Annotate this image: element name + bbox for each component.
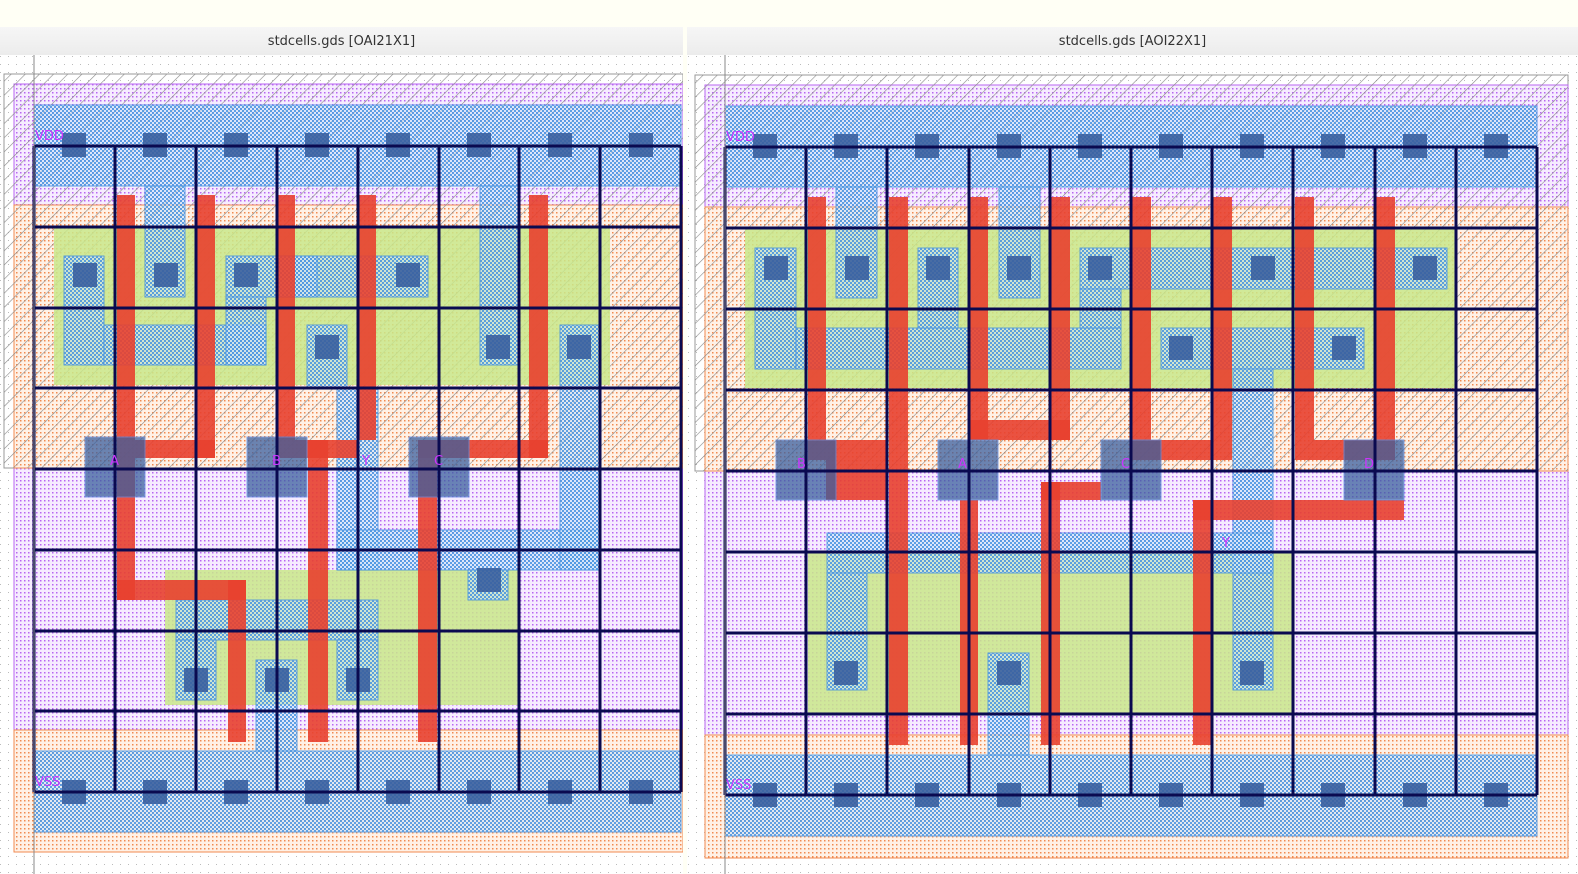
label-vss: VSS xyxy=(35,775,60,790)
top-toolbar-area xyxy=(0,0,1578,27)
pin-label-b: B xyxy=(797,457,806,472)
metal1-shape xyxy=(1160,327,1365,370)
metal1-shape xyxy=(917,247,959,329)
layout-canvas-right[interactable]: VDD VSS B A C D Y xyxy=(687,55,1578,874)
poly-shape xyxy=(970,197,988,440)
metal1-shape xyxy=(1232,368,1274,691)
contact xyxy=(1251,256,1275,280)
contact xyxy=(1413,256,1437,280)
contact xyxy=(926,256,950,280)
contact xyxy=(997,661,1021,685)
label-vdd: VDD xyxy=(35,129,64,144)
contact xyxy=(154,263,178,287)
poly-shape xyxy=(1213,197,1232,460)
poly-shape xyxy=(808,197,826,460)
poly-shape xyxy=(117,580,246,600)
metal1-shape xyxy=(225,255,429,298)
poly-shape xyxy=(197,195,215,458)
poly-shape xyxy=(418,440,437,742)
contact xyxy=(234,263,258,287)
contact xyxy=(764,256,788,280)
metal1-shape xyxy=(795,327,1122,370)
contact xyxy=(1240,661,1264,685)
window-title-right: stdcells.gds [AOI22X1] xyxy=(687,27,1578,55)
poly-shape xyxy=(117,195,135,600)
poly-shape xyxy=(1376,197,1395,460)
contact xyxy=(845,256,869,280)
layout-view-right[interactable]: stdcells.gds [AOI22X1] VDD VSS B A C D Y xyxy=(687,27,1578,874)
contact xyxy=(1332,336,1356,360)
poly-shape xyxy=(1051,197,1070,440)
contact xyxy=(567,335,591,359)
layout-canvas-left[interactable]: VDD VSS A B Y C xyxy=(0,55,683,874)
poly-shape xyxy=(277,195,295,458)
poly-shape xyxy=(970,420,1070,440)
poly-shape xyxy=(308,440,328,742)
contact xyxy=(477,568,501,592)
poly-shape xyxy=(135,440,215,458)
window-title-left: stdcells.gds [OAI21X1] xyxy=(0,27,683,55)
contact xyxy=(486,335,510,359)
layout-view-left[interactable]: stdcells.gds [OAI21X1] VDD VSS A B Y C xyxy=(0,27,683,874)
contact xyxy=(1007,256,1031,280)
pin-label-c: C xyxy=(434,454,443,469)
poly-shape xyxy=(1295,197,1314,460)
pin-label-d: D xyxy=(1364,457,1374,472)
poly-shape xyxy=(358,195,376,440)
label-vss: VSS xyxy=(726,778,751,793)
pin-label-b: B xyxy=(272,454,281,469)
poly-shape xyxy=(1132,197,1151,460)
poly-shape xyxy=(228,580,246,742)
poly-shape xyxy=(1193,500,1212,745)
pin-label-y: Y xyxy=(361,454,370,469)
metal1-shape xyxy=(835,186,878,299)
pin-label-c: C xyxy=(1121,457,1130,472)
poly-shape xyxy=(529,195,548,458)
pin-label-a: A xyxy=(110,454,119,469)
contact xyxy=(1169,336,1193,360)
metal1-shape xyxy=(998,186,1041,299)
poly-shape xyxy=(1041,482,1101,500)
contact xyxy=(1088,256,1112,280)
poly-shape xyxy=(1193,500,1404,520)
contact xyxy=(73,263,97,287)
contact xyxy=(834,661,858,685)
pin-label-a: A xyxy=(958,457,967,472)
pin-label-y: Y xyxy=(1221,536,1230,551)
contact xyxy=(315,335,339,359)
metal1-shape xyxy=(559,324,601,571)
contact xyxy=(396,263,420,287)
poly-shape xyxy=(1151,440,1213,460)
label-vdd: VDD xyxy=(726,130,755,145)
